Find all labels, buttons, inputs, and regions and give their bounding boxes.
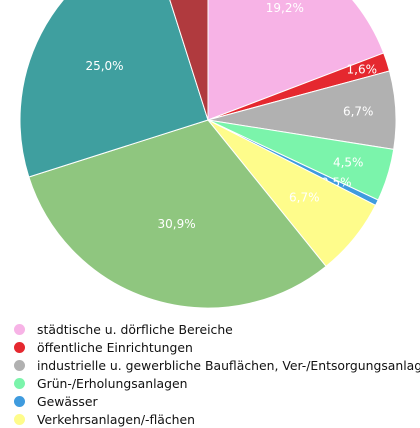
slice-label: 6,7% xyxy=(343,105,374,119)
legend-item: Grün-/Erholungsanlagen xyxy=(14,374,420,392)
legend-label: industrielle u. gewerbliche Bauflächen, … xyxy=(37,357,420,373)
legend-swatch xyxy=(14,377,25,389)
slice-label: 4,5% xyxy=(333,156,364,170)
legend-swatch xyxy=(14,323,25,335)
legend-label: Grün-/Erholungsanlagen xyxy=(37,375,188,391)
legend-label: städtische u. dörfliche Bereiche xyxy=(37,321,233,337)
legend-label: Gewässer xyxy=(37,393,98,409)
pie-slice xyxy=(28,119,327,309)
legend-swatch xyxy=(14,395,25,407)
legend-item: öffentliche Einrichtungen xyxy=(14,338,420,356)
legend-item: Verkehrsanlagen/-flächen xyxy=(14,410,420,428)
legend-swatch xyxy=(14,413,25,425)
legend-label: Verkehrsanlagen/-flächen xyxy=(37,411,195,427)
pie-slice xyxy=(207,0,385,121)
slice-label: 1,6% xyxy=(347,63,378,77)
slice-label: 25,0% xyxy=(85,59,123,73)
slice-label: 30,9% xyxy=(158,217,196,231)
slice-label: 6,7% xyxy=(289,191,320,205)
pie-slice xyxy=(19,0,209,178)
legend-swatch xyxy=(14,341,25,353)
legend-label: öffentliche Einrichtungen xyxy=(37,339,193,355)
chart-legend: städtische u. dörfliche Bereiche öffentli… xyxy=(14,320,420,428)
slice-label: 19,2% xyxy=(266,1,304,15)
pie-slice xyxy=(169,0,209,121)
legend-item: städtische u. dörfliche Bereiche xyxy=(14,320,420,338)
legend-item: industrielle u. gewerbliche Bauflächen, … xyxy=(14,356,420,374)
legend-item: Gewässer xyxy=(14,392,420,410)
pie-chart: 19,2%1,6%6,7%4,5%0,5%6,7%30,9%25,0%4,9% xyxy=(19,0,397,309)
legend-swatch xyxy=(14,359,25,371)
